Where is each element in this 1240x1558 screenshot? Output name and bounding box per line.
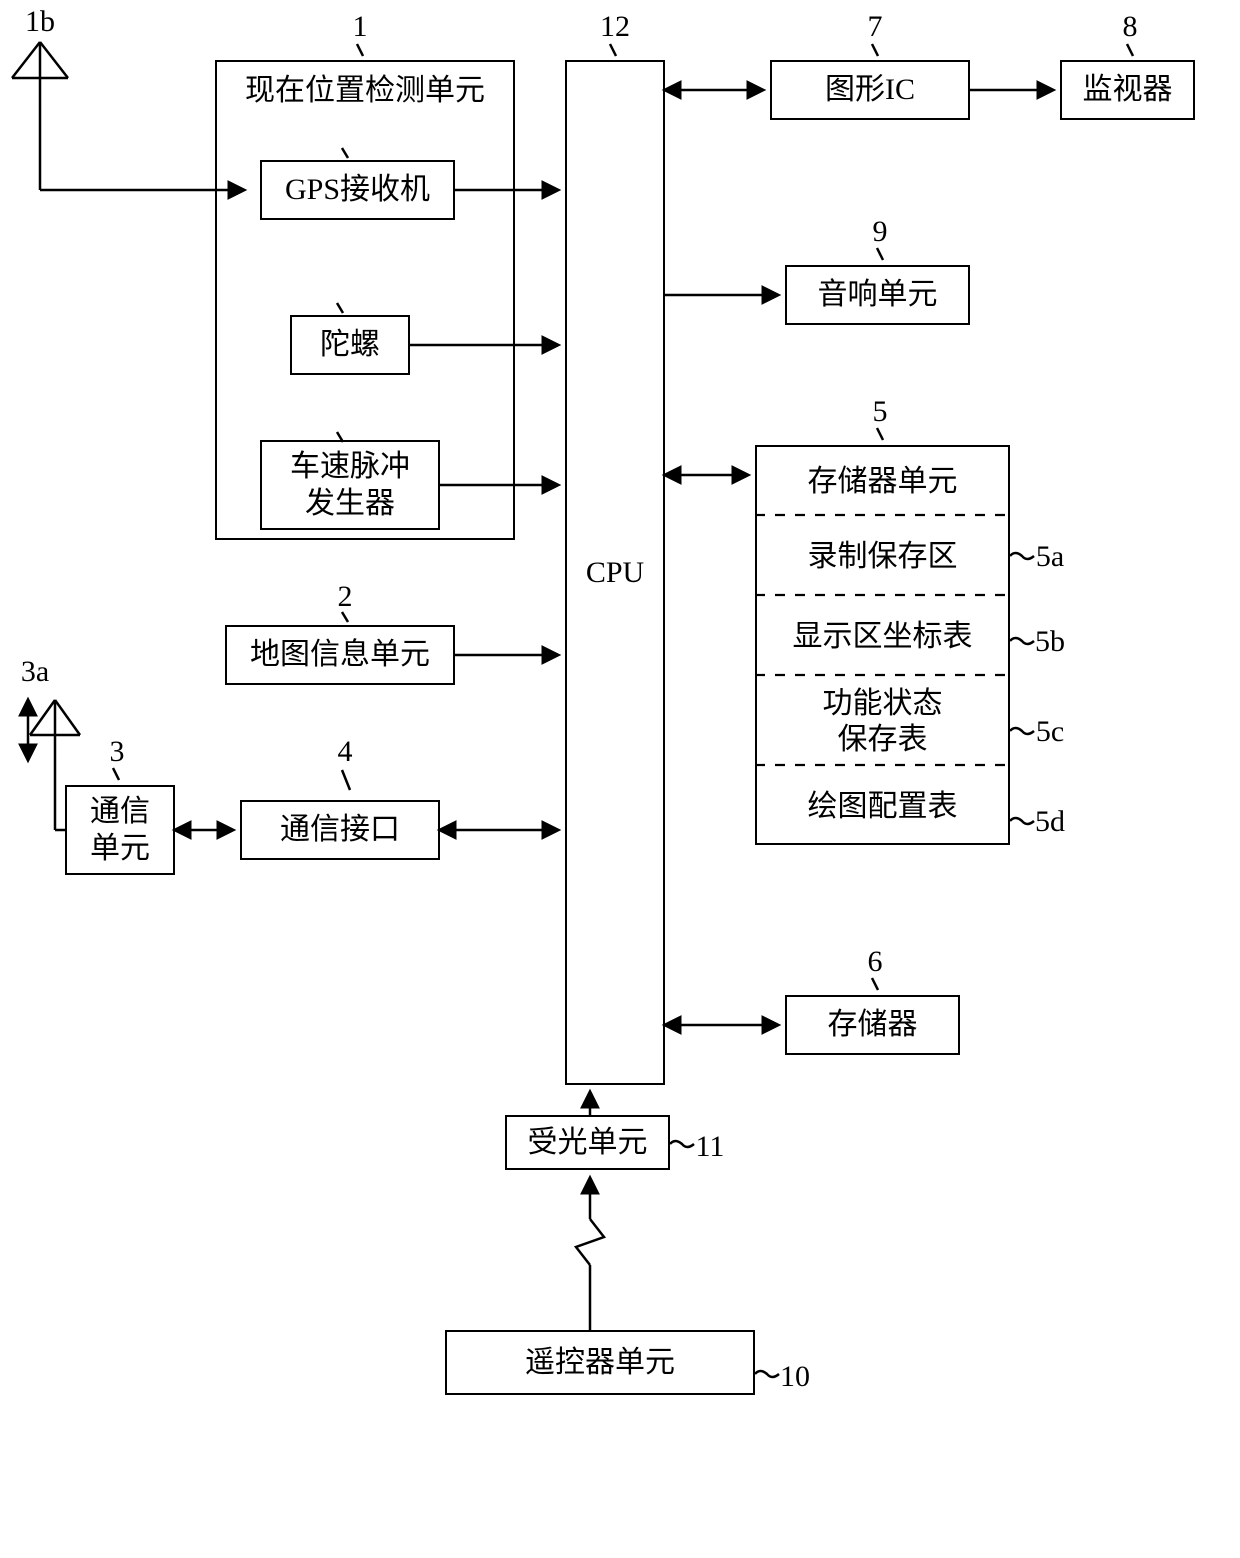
label-12: 12 [590, 10, 640, 44]
label-3a: 3a [15, 655, 55, 689]
comm-if-label: 通信接口 [280, 811, 400, 849]
memory-unit-5-title: 存储器单元 [757, 447, 1008, 517]
graphic-ic-box: 图形IC [770, 60, 970, 120]
label-5c: 5c [1025, 715, 1075, 749]
comm-unit-label: 通信 单元 [90, 793, 150, 868]
gps-receiver-label: GPS接收机 [285, 171, 430, 209]
gps-receiver-box: GPS接收机 [260, 160, 455, 220]
map-info-label: 地图信息单元 [250, 636, 430, 674]
monitor-label: 监视器 [1083, 71, 1173, 109]
light-rx-label: 受光单元 [528, 1124, 648, 1162]
gyro-label: 陀螺 [320, 326, 380, 364]
remote-box: 遥控器单元 [445, 1330, 755, 1395]
label-5a: 5a [1025, 540, 1075, 574]
label-3: 3 [102, 735, 132, 769]
label-9: 9 [865, 215, 895, 249]
label-1: 1 [345, 10, 375, 44]
label-2: 2 [330, 580, 360, 614]
vss-label: 车速脉冲 发生器 [290, 448, 410, 523]
comm-unit-box: 通信 单元 [65, 785, 175, 875]
label-4: 4 [330, 735, 360, 769]
position-detect-unit-title: 现在位置检测单元 [245, 72, 485, 110]
cpu-label: CPU [586, 554, 644, 592]
label-7: 7 [860, 10, 890, 44]
memory-unit-5-row-3: 绘图配置表 [757, 767, 1008, 847]
audio-unit-label: 音响单元 [818, 276, 938, 314]
graphic-ic-label: 图形IC [825, 71, 915, 109]
memory-unit-5-row-2: 功能状态 保存表 [757, 677, 1008, 767]
label-8: 8 [1115, 10, 1145, 44]
label-5: 5 [865, 395, 895, 429]
memory-unit-5-row-0: 录制保存区 [757, 517, 1008, 597]
memory-unit-5-box: 存储器单元 录制保存区 显示区坐标表 功能状态 保存表 绘图配置表 [755, 445, 1010, 845]
map-info-box: 地图信息单元 [225, 625, 455, 685]
memory-unit-5-row-1: 显示区坐标表 [757, 597, 1008, 677]
label-1b: 1b [20, 5, 60, 39]
comm-if-box: 通信接口 [240, 800, 440, 860]
memory-6-box: 存储器 [785, 995, 960, 1055]
audio-unit-box: 音响单元 [785, 265, 970, 325]
remote-label: 遥控器单元 [525, 1344, 675, 1382]
label-10: 10 [770, 1360, 820, 1394]
monitor-box: 监视器 [1060, 60, 1195, 120]
memory-6-label: 存储器 [828, 1006, 918, 1044]
label-6: 6 [860, 945, 890, 979]
diagram-canvas: 1b 1 12 7 8 1a 1c 1d 9 5 2 3a 3 4 5a 5b … [0, 0, 1240, 1558]
label-11: 11 [685, 1130, 735, 1164]
gyro-box: 陀螺 [290, 315, 410, 375]
label-5d: 5d [1025, 805, 1075, 839]
light-rx-box: 受光单元 [505, 1115, 670, 1170]
cpu-box: CPU [565, 60, 665, 1085]
vss-box: 车速脉冲 发生器 [260, 440, 440, 530]
label-5b: 5b [1025, 625, 1075, 659]
